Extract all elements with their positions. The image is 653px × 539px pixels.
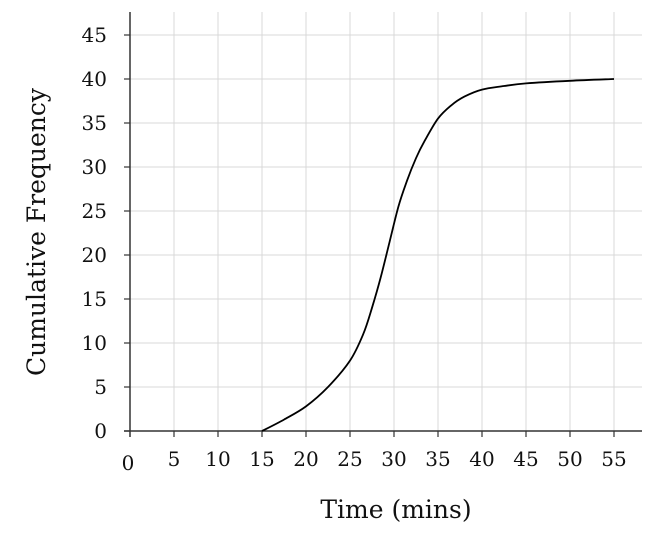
y-tick-labels: 0 5 10 15 20 25 30 35 40 45 (82, 23, 130, 443)
series-layer (261, 78, 615, 432)
x-tick-label: 55 (601, 447, 626, 471)
x-tick-label: 25 (337, 447, 362, 471)
y-axis-title: Cumulative Frequency (22, 87, 51, 376)
y-tick-label: 15 (82, 287, 107, 311)
x-tick-label: 35 (425, 447, 450, 471)
x-axis-title: Time (mins) (320, 495, 471, 524)
x-tick-labels: 0 5 10 15 20 25 30 35 40 45 50 55 (122, 431, 627, 475)
y-tick-label: 5 (94, 375, 107, 399)
x-tick-label: 10 (205, 447, 230, 471)
x-tick-label: 15 (249, 447, 274, 471)
y-tick-label: 45 (82, 23, 107, 47)
x-tick-label: 45 (513, 447, 538, 471)
y-tick-label: 40 (82, 67, 107, 91)
x-tick-label: 20 (293, 447, 318, 471)
grid-lines (130, 12, 642, 431)
axes (124, 12, 642, 437)
x-tick-label: 5 (168, 447, 181, 471)
y-tick-label: 30 (82, 155, 107, 179)
series-line (261, 78, 615, 432)
y-tick-label: 25 (82, 199, 107, 223)
x-tick-label: 50 (557, 447, 582, 471)
x-tick-label: 30 (381, 447, 406, 471)
y-tick-label: 35 (82, 111, 107, 135)
x-tick-label: 0 (122, 451, 135, 475)
y-tick-label: 10 (82, 331, 107, 355)
y-tick-label: 20 (82, 243, 107, 267)
y-tick-label: 0 (94, 419, 107, 443)
x-tick-label: 40 (469, 447, 494, 471)
